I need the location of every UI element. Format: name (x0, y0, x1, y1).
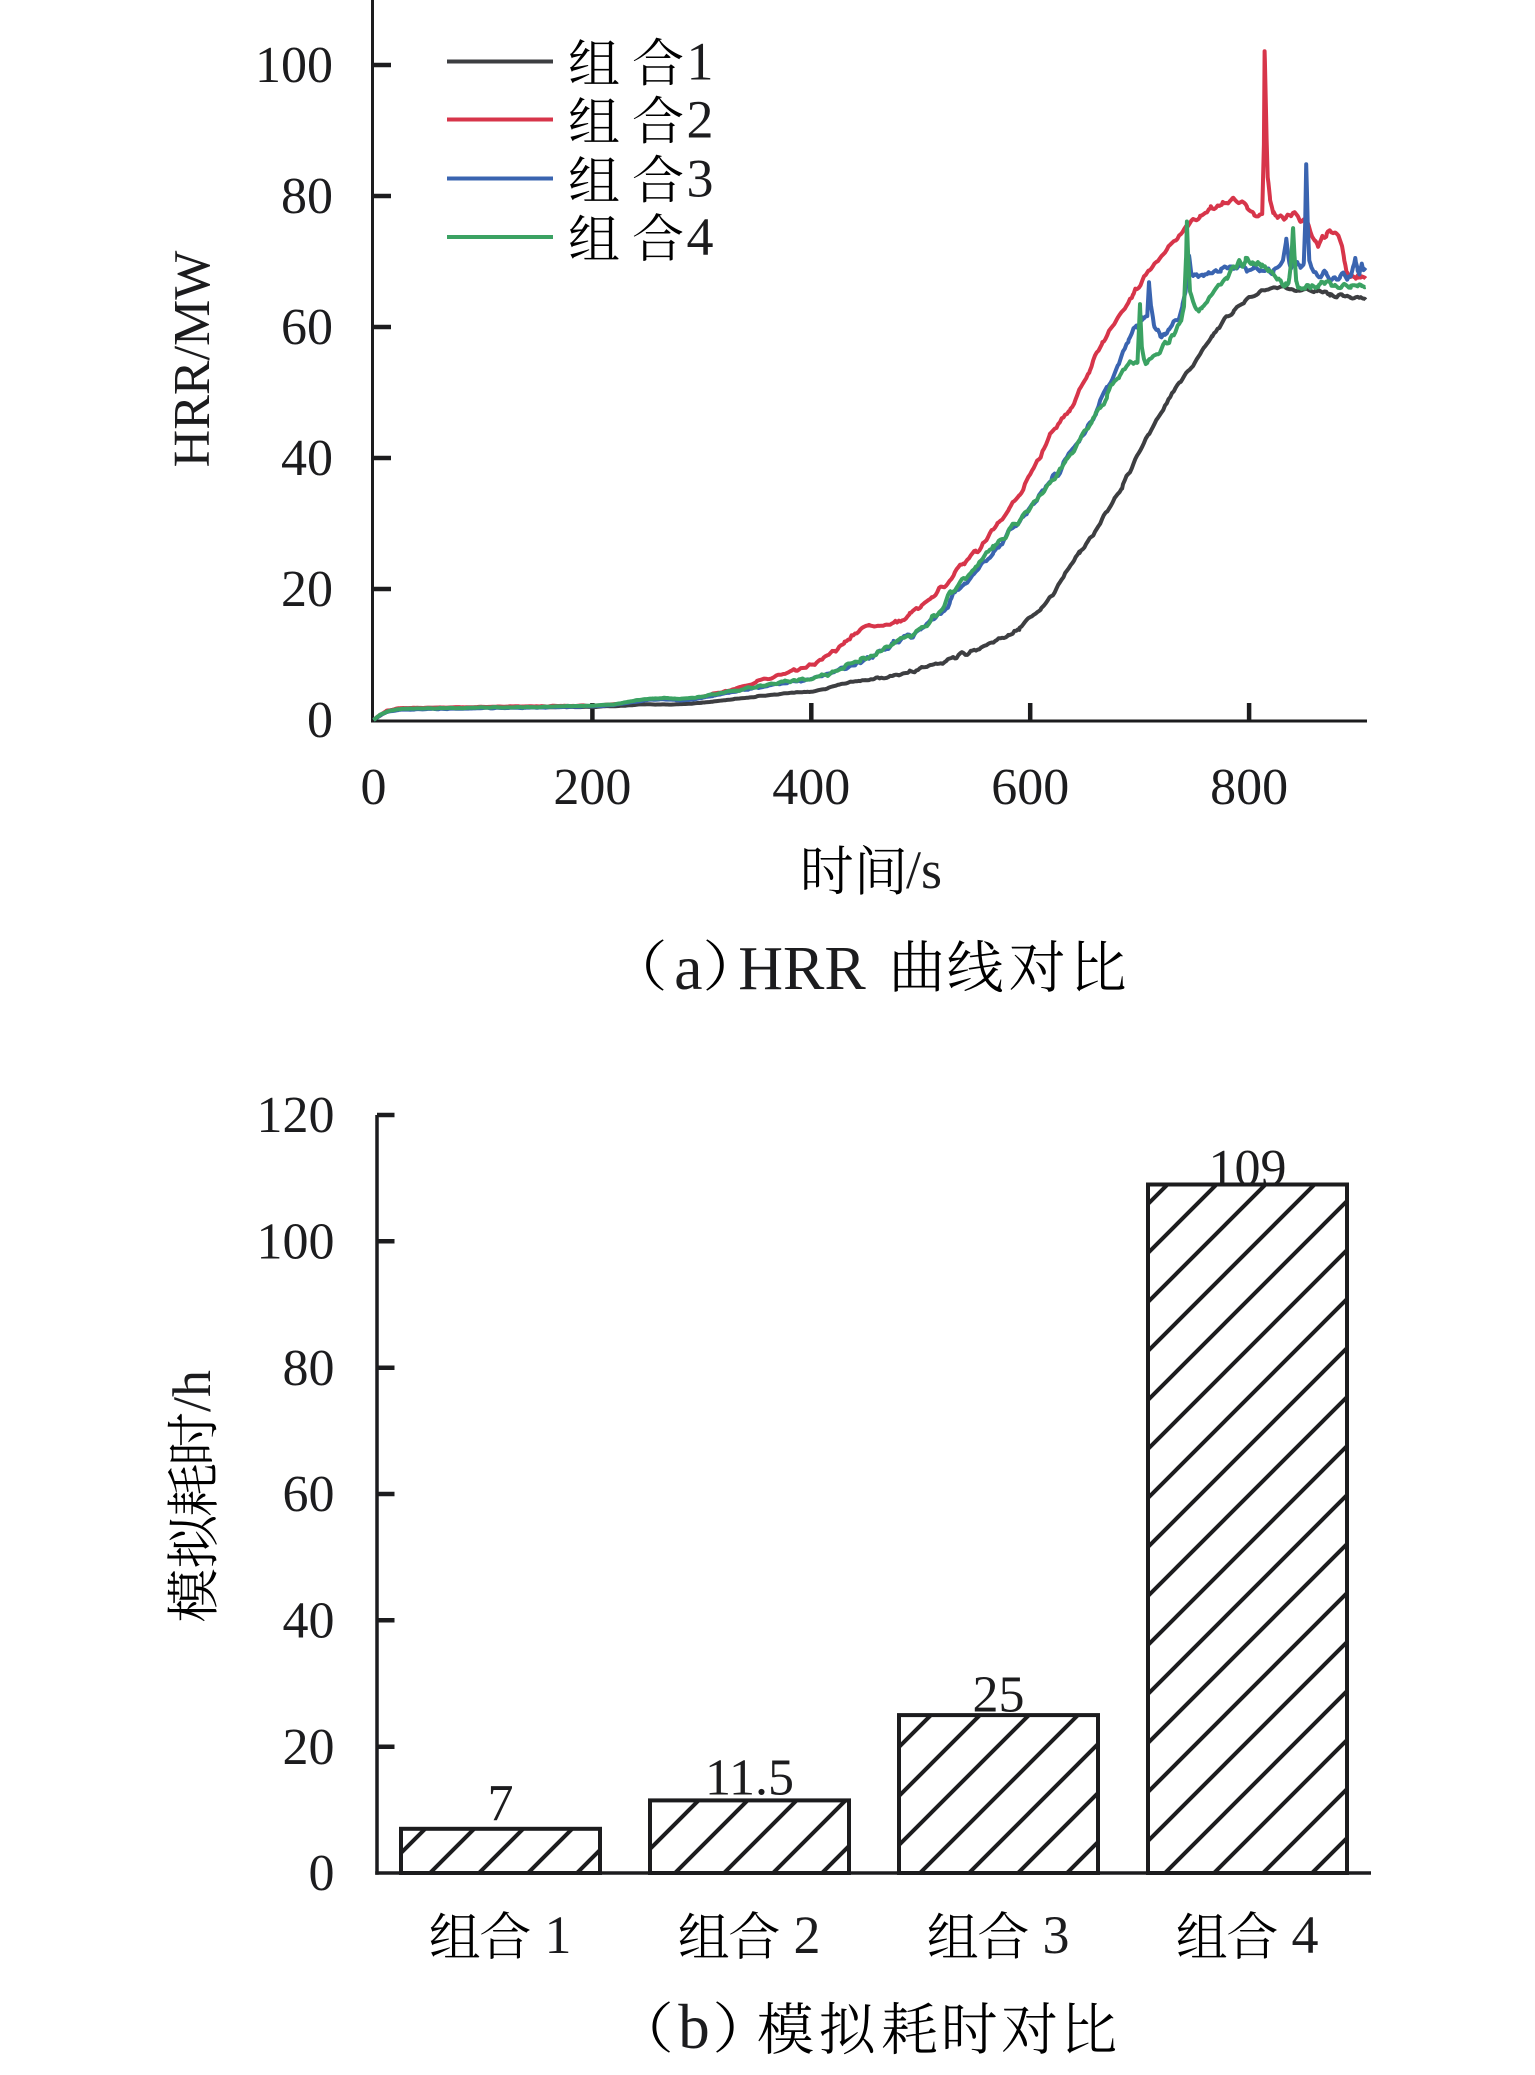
svg-text:0: 0 (307, 692, 333, 749)
svg-text:100: 100 (257, 1214, 335, 1271)
svg-text:4: 4 (687, 207, 714, 267)
svg-text:600: 600 (991, 759, 1069, 816)
svg-text:11.5: 11.5 (705, 1749, 794, 1806)
svg-text:100: 100 (255, 37, 333, 94)
svg-text:0: 0 (309, 1845, 335, 1902)
svg-text:HRR: HRR (738, 935, 866, 1003)
svg-text:20: 20 (283, 1719, 335, 1776)
svg-text:60: 60 (281, 299, 333, 356)
svg-text:3: 3 (687, 149, 714, 209)
svg-text:25: 25 (973, 1667, 1025, 1724)
svg-text:80: 80 (281, 168, 333, 225)
svg-text:7: 7 (488, 1775, 514, 1832)
svg-text:/h: /h (162, 1370, 222, 1412)
svg-text:4: 4 (1292, 1905, 1319, 1965)
svg-text:20: 20 (281, 561, 333, 618)
svg-text:109: 109 (1209, 1140, 1287, 1197)
svg-text:2: 2 (687, 90, 714, 150)
svg-text:40: 40 (283, 1593, 335, 1650)
svg-text:60: 60 (283, 1466, 335, 1523)
svg-text:3: 3 (1043, 1905, 1070, 1965)
svg-text:80: 80 (283, 1340, 335, 1397)
svg-text:a: a (674, 932, 702, 1003)
svg-text:0: 0 (361, 759, 387, 816)
svg-text:1: 1 (687, 32, 714, 92)
svg-text:b: b (678, 1992, 710, 2062)
svg-text:400: 400 (772, 759, 850, 816)
svg-text:40: 40 (281, 430, 333, 487)
svg-text:HRR/MW: HRR/MW (164, 251, 221, 468)
svg-text:200: 200 (553, 759, 631, 816)
svg-text:/s: /s (906, 840, 942, 900)
svg-text:120: 120 (257, 1087, 335, 1144)
svg-text:2: 2 (794, 1905, 821, 1965)
svg-text:800: 800 (1210, 759, 1288, 816)
svg-text:1: 1 (545, 1905, 572, 1965)
